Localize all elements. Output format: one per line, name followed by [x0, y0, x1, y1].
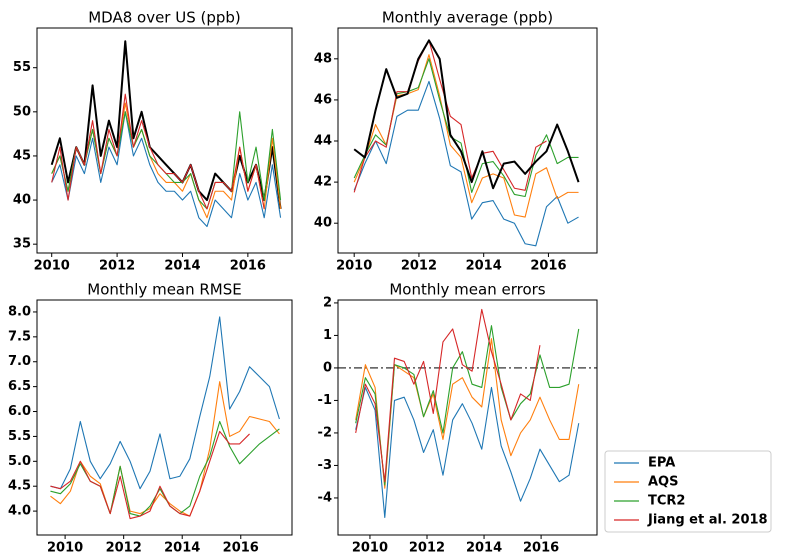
y-tick-label: 6.5	[8, 379, 31, 394]
x-tick-label: 2016	[223, 541, 259, 556]
x-tick-label: 2016	[230, 259, 266, 274]
y-tick-label: 35	[13, 237, 31, 252]
x-tick-label: 2012	[106, 541, 142, 556]
series-line	[353, 39, 580, 190]
legend-label: EPA	[648, 456, 675, 471]
x-tick-label: 2010	[34, 259, 70, 274]
y-tick-label: -4	[318, 490, 332, 505]
series-line	[355, 308, 541, 483]
y-tick-label: 5.0	[8, 454, 31, 469]
legend-label: Jiang et al. 2018	[647, 513, 768, 528]
y-tick-label: 45	[13, 148, 31, 163]
axes-frame	[36, 299, 293, 536]
series-line	[50, 316, 280, 490]
x-tick-label: 2012	[409, 541, 445, 556]
legend-label: AQS	[648, 475, 678, 490]
y-tick-label: 7.0	[8, 354, 31, 369]
x-tick-label: 2010	[352, 541, 388, 556]
axes-frame	[36, 27, 293, 254]
y-tick-label: 4.0	[8, 504, 31, 519]
plot-area	[353, 39, 580, 247]
series-line	[50, 430, 250, 520]
y-tick-label: 7.5	[8, 329, 31, 344]
y-tick-label: 40	[13, 193, 31, 208]
legend-frame	[604, 450, 772, 533]
y-tick-label: 40	[314, 216, 332, 231]
y-tick-label: 6.0	[8, 404, 31, 419]
plot-area	[50, 316, 280, 520]
chart-title: MDA8 over US (ppb)	[88, 9, 241, 27]
x-tick-label: 2014	[164, 259, 200, 274]
y-tick-label: 44	[314, 134, 332, 149]
legend-label: TCR2	[648, 494, 685, 509]
x-tick-label: 2010	[47, 541, 83, 556]
y-tick-label: 5.5	[8, 429, 31, 444]
x-tick-label: 2012	[99, 259, 135, 274]
series-line	[353, 80, 579, 247]
axes-frame	[337, 299, 598, 536]
chart-title: Monthly mean errors	[389, 281, 545, 299]
x-tick-label: 2016	[523, 541, 559, 556]
y-tick-label: 2	[323, 295, 332, 310]
y-tick-label: 8.0	[8, 304, 31, 319]
chart-title: Monthly mean RMSE	[87, 281, 242, 299]
x-tick-label: 2014	[466, 259, 502, 274]
y-tick-label: 50	[13, 104, 31, 119]
plot-area	[338, 308, 597, 518]
axes-frame	[337, 27, 598, 254]
y-tick-label: 48	[314, 51, 332, 66]
series-line	[353, 58, 579, 198]
series-line	[51, 102, 282, 219]
series-line	[51, 111, 282, 228]
y-tick-label: -1	[318, 393, 332, 408]
plot-area	[50, 40, 282, 228]
chart-title: Monthly average (ppb)	[382, 9, 553, 27]
y-tick-label: -2	[318, 425, 332, 440]
y-tick-label: 46	[314, 92, 332, 107]
series-line	[51, 93, 265, 210]
series-line	[355, 386, 580, 518]
x-tick-label: 2014	[466, 541, 502, 556]
series-line	[50, 381, 280, 517]
y-tick-label: 42	[314, 175, 332, 190]
y-tick-label: -3	[318, 458, 332, 473]
x-tick-label: 2012	[401, 259, 437, 274]
y-tick-label: 4.5	[8, 479, 31, 494]
series-line	[353, 39, 547, 193]
y-tick-label: 1	[323, 328, 332, 343]
x-tick-label: 2010	[336, 259, 372, 274]
y-tick-label: 55	[13, 60, 31, 75]
y-tick-label: 0	[323, 360, 332, 375]
x-tick-label: 2014	[164, 541, 200, 556]
x-tick-label: 2016	[530, 259, 566, 274]
